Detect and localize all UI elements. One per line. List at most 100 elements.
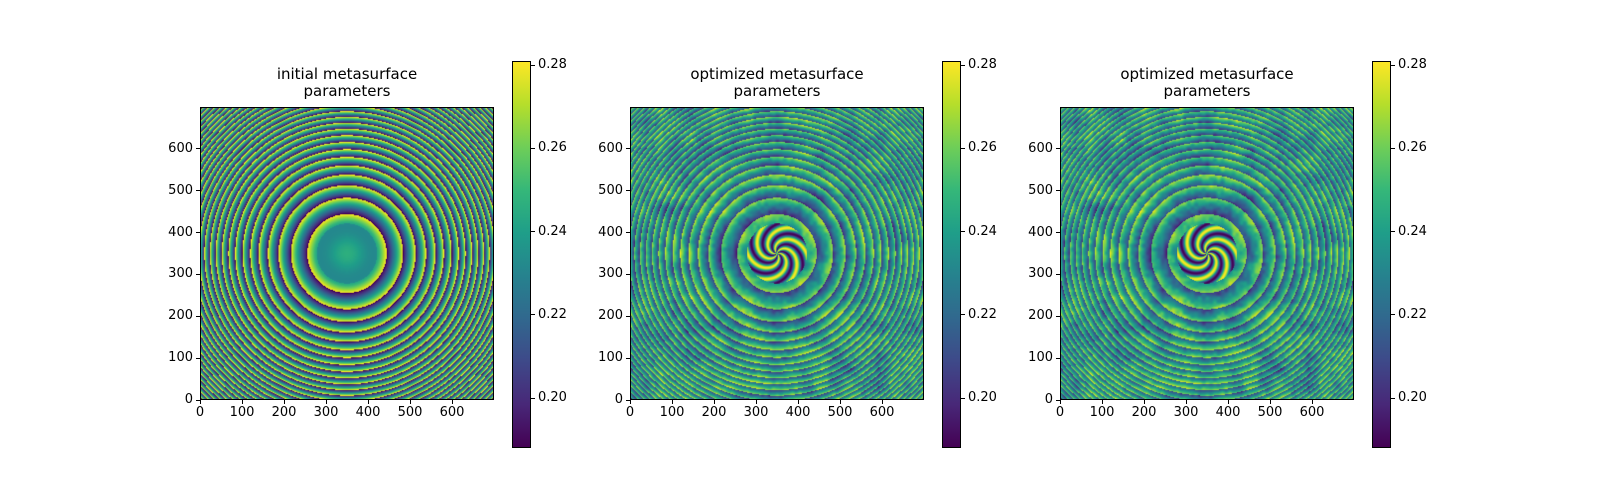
x-tick-label: 0: [195, 405, 205, 420]
x-tick-label: 500: [397, 405, 423, 420]
x-tick-label: 0: [1055, 405, 1065, 420]
y-tick-label: 0: [1044, 392, 1053, 407]
y-tick-label: 400: [598, 224, 623, 240]
y-tick-mark: [196, 399, 200, 401]
y-tick-label: 500: [1028, 182, 1053, 198]
colorbar-tick-label: 0.24: [968, 223, 997, 239]
colorbar: [1372, 61, 1391, 448]
x-tick-label: 100: [229, 405, 255, 420]
y-tick-mark: [626, 357, 630, 359]
x-tick-label: 200: [701, 405, 727, 420]
y-tick-label: 400: [168, 224, 193, 240]
x-tick-label: 600: [439, 405, 465, 420]
chart-panel-3: optimized metasurface parameters 0 100 200 3…: [860, 0, 1427, 500]
colorbar-tick-label: 0.22: [1398, 306, 1427, 322]
x-tick-label: 600: [869, 405, 895, 420]
y-tick-label: 0: [614, 392, 623, 407]
y-tick-mark: [196, 190, 200, 192]
colorbar-tick-label: 0.24: [1398, 223, 1427, 239]
y-tick-mark: [196, 232, 200, 234]
colorbar-tick-mark: [961, 397, 965, 399]
y-tick-label: 400: [1028, 224, 1053, 240]
heatmap-canvas: [631, 108, 923, 399]
colorbar: [512, 61, 531, 448]
x-tick-mark: [839, 400, 841, 404]
x-tick-mark: [1269, 400, 1271, 404]
x-tick-label: 500: [827, 405, 853, 420]
y-tick-mark: [1056, 399, 1060, 401]
chart-title: initial metasurface parameters: [276, 65, 418, 100]
y-tick-label: 200: [598, 308, 623, 324]
y-tick-label: 200: [168, 308, 193, 324]
colorbar-tick-label: 0.22: [968, 306, 997, 322]
y-tick-label: 500: [168, 182, 193, 198]
y-tick-mark: [626, 190, 630, 192]
colorbar-tick-label: 0.26: [1398, 140, 1427, 156]
x-tick-mark: [1101, 400, 1103, 404]
colorbar-tick-label: 0.28: [1398, 57, 1427, 73]
x-tick-mark: [629, 400, 631, 404]
y-tick-mark: [626, 273, 630, 275]
x-tick-mark: [1311, 400, 1313, 404]
y-tick-mark: [626, 399, 630, 401]
y-tick-mark: [1056, 273, 1060, 275]
colorbar-tick-mark: [1391, 314, 1395, 316]
colorbar-tick-label: 0.20: [1398, 390, 1427, 406]
y-tick-mark: [196, 273, 200, 275]
y-tick-mark: [1056, 148, 1060, 150]
y-tick-mark: [196, 357, 200, 359]
x-tick-label: 100: [1089, 405, 1115, 420]
y-tick-label: 100: [598, 350, 623, 366]
colorbar-tick-label: 0.26: [968, 140, 997, 156]
colorbar-tick-label: 0.22: [538, 306, 567, 322]
chart-title: optimized metasurface parameters: [1120, 65, 1294, 100]
colorbar-tick-mark: [1391, 64, 1395, 66]
chart-panel-1: initial metasurface parameters 0 100 200 300…: [0, 0, 567, 500]
y-tick-mark: [626, 232, 630, 234]
y-tick-label: 300: [1028, 266, 1053, 282]
chart-panel-2: optimized metasurface parameters 0 100 200 3…: [430, 0, 997, 500]
x-tick-label: 0: [625, 405, 635, 420]
colorbar-tick-mark: [531, 64, 535, 66]
x-tick-mark: [199, 400, 201, 404]
y-tick-label: 200: [1028, 308, 1053, 324]
colorbar-tick-mark: [531, 314, 535, 316]
x-tick-mark: [241, 400, 243, 404]
x-tick-label: 100: [659, 405, 685, 420]
y-tick-label: 500: [598, 182, 623, 198]
y-tick-label: 100: [1028, 350, 1053, 366]
y-tick-label: 600: [598, 140, 623, 156]
x-tick-mark: [797, 400, 799, 404]
colorbar-tick-label: 0.20: [538, 390, 567, 406]
colorbar-tick-mark: [1391, 147, 1395, 149]
x-tick-label: 300: [313, 405, 339, 420]
x-tick-mark: [671, 400, 673, 404]
x-tick-mark: [1059, 400, 1061, 404]
y-tick-mark: [196, 148, 200, 150]
x-tick-label: 300: [1173, 405, 1199, 420]
y-tick-label: 600: [168, 140, 193, 156]
x-tick-mark: [1227, 400, 1229, 404]
y-tick-label: 0: [184, 392, 193, 407]
colorbar-tick-label: 0.24: [538, 223, 567, 239]
x-tick-mark: [325, 400, 327, 404]
heatmap-image: [200, 107, 494, 400]
x-tick-mark: [881, 400, 883, 404]
colorbar-tick-label: 0.20: [968, 390, 997, 406]
y-tick-mark: [1056, 190, 1060, 192]
colorbar-tick-mark: [531, 231, 535, 233]
x-tick-label: 200: [1131, 405, 1157, 420]
x-tick-label: 300: [743, 405, 769, 420]
x-tick-label: 400: [1215, 405, 1241, 420]
x-tick-label: 400: [785, 405, 811, 420]
colorbar-tick-label: 0.28: [538, 57, 567, 73]
y-tick-label: 600: [1028, 140, 1053, 156]
x-tick-label: 600: [1299, 405, 1325, 420]
colorbar: [942, 61, 961, 448]
x-tick-mark: [1143, 400, 1145, 404]
x-tick-label: 400: [355, 405, 381, 420]
x-tick-mark: [367, 400, 369, 404]
y-tick-label: 100: [168, 350, 193, 366]
x-tick-mark: [451, 400, 453, 404]
chart-title: optimized metasurface parameters: [690, 65, 864, 100]
